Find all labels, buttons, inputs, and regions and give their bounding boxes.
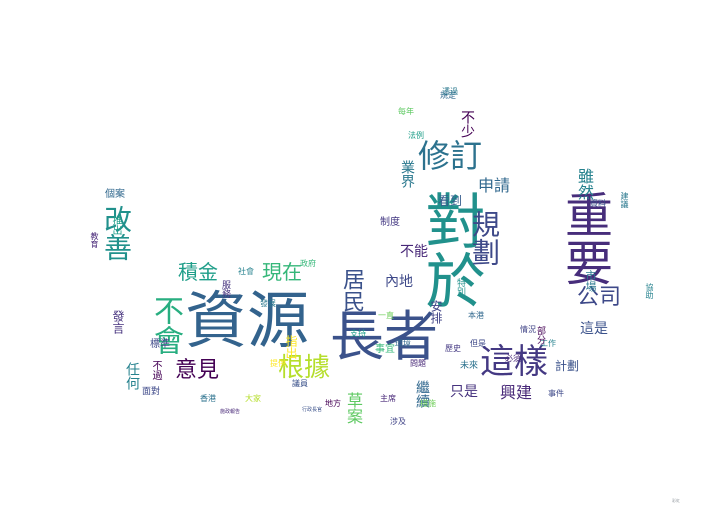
cloud-word: 情況 (520, 325, 536, 334)
cloud-word: 透過 (442, 87, 458, 96)
cloud-word: 意見 (175, 358, 220, 383)
cloud-word: 只是 (450, 384, 478, 400)
cloud-word: 申請 (478, 176, 511, 195)
cloud-word: 規劃 (468, 210, 501, 266)
cloud-word: 這是 (580, 321, 608, 337)
cloud-word: 面對 (142, 387, 161, 397)
cloud-word: 市場 (584, 270, 597, 292)
cloud-word: 法例 (408, 131, 424, 140)
cloud-word: 大家 (245, 394, 261, 403)
cloud-word: 特別 (455, 278, 465, 296)
cloud-word: 不會 (148, 295, 183, 355)
cloud-word: 計劃 (555, 359, 580, 373)
cloud-word: 任何 (124, 362, 140, 390)
cloud-word: 不少 (459, 110, 475, 138)
cloud-word: 改善 (100, 205, 133, 261)
cloud-word: 一直 (378, 311, 394, 320)
cloud-word: 推出 (110, 215, 121, 235)
cloud-word: 發展 (260, 299, 276, 308)
cloud-word: 政府 (300, 259, 316, 268)
cloud-word: 規定 (440, 91, 456, 100)
cloud-word: 根據 (278, 353, 331, 383)
cloud-word: 標準 (150, 339, 170, 350)
cloud-word: 居民 (339, 268, 364, 312)
cloud-word: 議員 (292, 379, 308, 388)
cloud-word: 指出 (284, 335, 298, 359)
cloud-word: 香港 (200, 394, 216, 403)
cloud-word: 內地 (385, 274, 413, 290)
cloud-word: 不過 (150, 360, 161, 380)
cloud-word: 服務 (220, 280, 230, 298)
cloud-word: 個案 (105, 189, 125, 200)
cloud-word: 制度 (380, 217, 400, 228)
cloud-word: 繼續 (414, 380, 430, 408)
cloud-word: 教育 (90, 232, 99, 248)
cloud-word: 不能 (400, 244, 428, 260)
cloud-word: 協助 (645, 283, 654, 299)
watermark-text: 彩虹 (672, 498, 680, 503)
cloud-word: 主席 (380, 394, 396, 403)
cloud-word: 地方 (325, 399, 341, 408)
cloud-word: 這樣 (480, 342, 548, 382)
cloud-word: 部分 (535, 326, 545, 344)
cloud-word: 資料 (590, 199, 606, 208)
cloud-word: 每年 (398, 107, 414, 116)
cloud-word: 施政報告 (220, 409, 241, 415)
cloud-word: 本港 (468, 311, 484, 320)
cloud-word: 公司 (577, 285, 622, 310)
cloud-word: 行政長官 (302, 407, 323, 413)
cloud-word: 修訂 (418, 137, 483, 175)
cloud-word: 提供 (270, 359, 286, 368)
cloud-word: 積金 (178, 260, 218, 284)
cloud-word: 事件 (548, 389, 564, 398)
cloud-word: 歷史 (445, 344, 461, 353)
cloud-word: 事宜 (375, 344, 395, 355)
cloud-word: 興建 (500, 383, 533, 402)
cloud-word: 安排 (429, 300, 443, 324)
cloud-word: 問題 (410, 359, 426, 368)
cloud-word: 雖然 (575, 168, 594, 200)
cloud-word: 長者 (330, 305, 438, 368)
cloud-word: 工作 (540, 339, 556, 348)
cloud-word: 現在 (262, 260, 302, 284)
cloud-word: 必須 (505, 354, 521, 363)
cloud-word: 資源 (185, 284, 310, 357)
cloud-word: 環境 (395, 339, 411, 348)
cloud-word: 但是 (470, 339, 486, 348)
cloud-word: 重要 (556, 190, 612, 286)
cloud-word: 建議 (620, 192, 629, 208)
cloud-word: 未來 (460, 361, 479, 371)
cloud-word: 對於 (415, 190, 485, 310)
cloud-word: 社會 (238, 267, 254, 276)
cloud-word: 涉及 (390, 417, 406, 426)
cloud-word: 措施 (420, 399, 436, 408)
cloud-word: 支持 (350, 329, 366, 338)
cloud-word: 發言 (111, 310, 125, 334)
cloud-word: 看到 (438, 194, 463, 208)
cloud-word: 草案 (344, 392, 363, 424)
cloud-word: 業界 (399, 160, 415, 188)
